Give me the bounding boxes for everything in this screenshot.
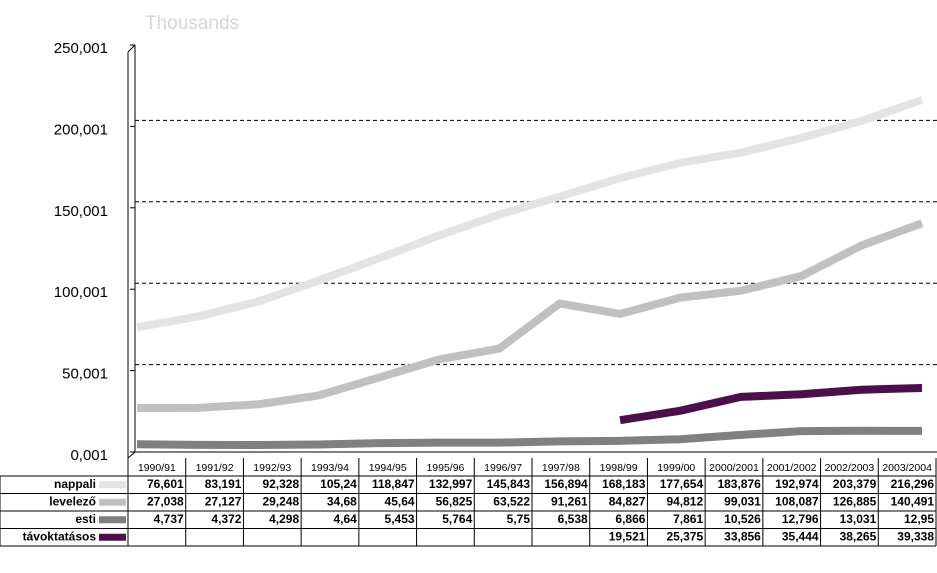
data-label: 203,379 [833, 477, 877, 491]
data-label: 5,764 [442, 512, 472, 526]
data-label: 27,127 [205, 494, 242, 508]
y-tick-label: 150,001 [54, 203, 108, 220]
data-label: 145,843 [487, 477, 531, 491]
data-label: 27,038 [147, 494, 184, 508]
x-tick-label: 1992/93 [253, 462, 291, 474]
data-label: 168,183 [602, 477, 646, 491]
y-tick-label: 250,001 [54, 40, 108, 57]
data-label: 13,031 [840, 512, 877, 526]
y-tick-label: 100,001 [54, 284, 108, 301]
data-label: 140,491 [891, 494, 935, 508]
data-label: 19,521 [609, 529, 646, 543]
legend-label: levelező [49, 494, 96, 508]
series-line [136, 426, 923, 450]
data-label: 156,894 [544, 477, 588, 491]
x-tick-label: 1999/00 [657, 462, 695, 474]
y-tick-label: 200,001 [54, 121, 108, 138]
data-label: 56,825 [436, 494, 473, 508]
x-tick-label: 1991/92 [196, 462, 234, 474]
data-label: 84,827 [609, 494, 646, 508]
legend-label: távoktatásos [23, 529, 97, 543]
data-label: 12,796 [782, 512, 819, 526]
data-label: 39,338 [897, 529, 934, 543]
x-tick-label: 2003/2004 [882, 462, 932, 474]
x-tick-label: 1994/95 [369, 462, 407, 474]
y-tick-label: 0,001 [70, 447, 108, 464]
data-label: 4,64 [333, 512, 357, 526]
data-label: 94,812 [666, 494, 703, 508]
data-label: 177,654 [660, 477, 704, 491]
axis-wall [127, 451, 136, 459]
data-label: 6,538 [558, 512, 588, 526]
data-label: 33,856 [724, 529, 761, 543]
x-tick-label: 2001/2002 [767, 462, 817, 474]
data-label: 38,265 [840, 529, 877, 543]
data-label: 126,885 [833, 494, 877, 508]
data-label: 132,997 [429, 477, 473, 491]
x-tick-label: 1995/96 [426, 462, 464, 474]
data-label: 92,328 [262, 477, 299, 491]
data-label: 4,372 [211, 512, 241, 526]
legend-label: esti [75, 512, 96, 526]
x-tick-label: 1997/98 [542, 462, 580, 474]
x-tick-label: 1990/91 [138, 462, 176, 474]
axis-wall [127, 44, 136, 53]
data-label: 45,64 [385, 494, 415, 508]
data-label: 35,444 [782, 529, 819, 543]
data-label: 63,522 [493, 494, 530, 508]
data-label: 34,68 [327, 494, 357, 508]
chart-title: Thousands [145, 13, 239, 34]
series-line [136, 96, 924, 332]
data-label: 29,248 [262, 494, 299, 508]
x-tick-label: 2000/2001 [709, 462, 759, 474]
x-tick-label: 2002/2003 [825, 462, 875, 474]
data-label: 25,375 [666, 529, 703, 543]
data-label: 76,601 [147, 477, 184, 491]
data-label: 118,847 [372, 477, 415, 491]
data-label: 5,453 [385, 512, 415, 526]
data-label: 192,974 [775, 477, 819, 491]
data-label: 4,737 [154, 512, 184, 526]
series-line [619, 383, 923, 425]
data-label: 108,087 [775, 494, 819, 508]
x-tick-label: 1996/97 [484, 462, 522, 474]
legend-label: nappali [54, 477, 96, 491]
data-label: 5,75 [507, 512, 531, 526]
data-label: 91,261 [551, 494, 588, 508]
y-tick-label: 50,001 [62, 366, 108, 383]
data-label: 12,95 [904, 512, 934, 526]
data-label: 6,866 [615, 512, 645, 526]
x-tick-label: 1998/99 [600, 462, 638, 474]
data-label: 183,876 [717, 477, 761, 491]
data-label: 83,191 [205, 477, 242, 491]
data-label: 99,031 [724, 494, 761, 508]
series-line [136, 219, 924, 412]
data-label: 10,526 [724, 512, 761, 526]
x-tick-label: 1993/94 [311, 462, 349, 474]
data-label: 105,24 [320, 477, 357, 491]
data-label: 216,296 [891, 477, 935, 491]
data-label: 4,298 [269, 512, 299, 526]
data-label: 7,861 [673, 512, 703, 526]
